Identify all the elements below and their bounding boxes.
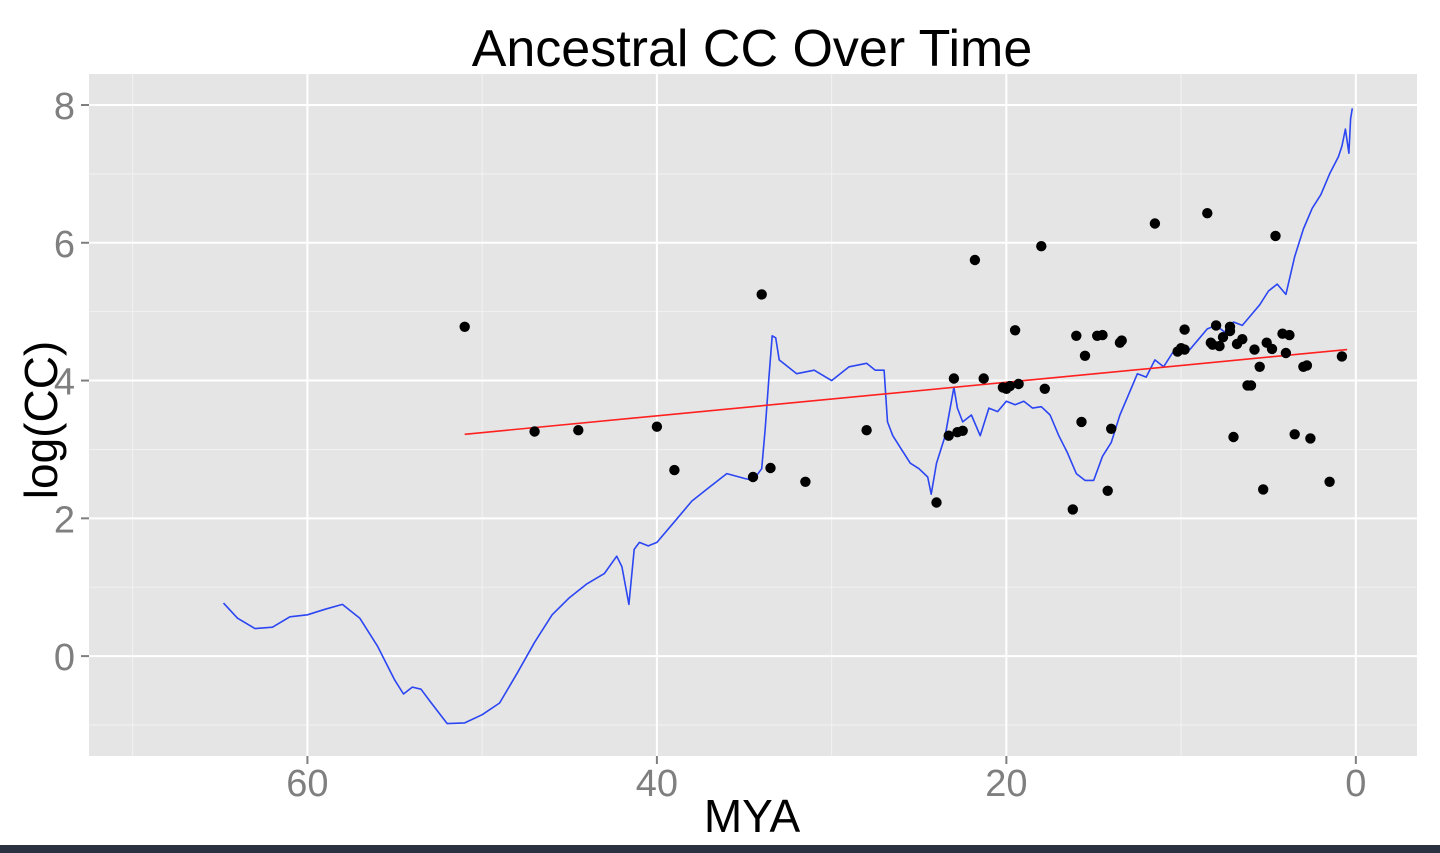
data-point — [747, 471, 759, 483]
data-point — [1224, 321, 1236, 332]
data-point — [1266, 343, 1278, 355]
data-point — [756, 289, 767, 300]
x-axis-label: MYA — [704, 790, 801, 842]
window-bottom-edge — [0, 845, 1440, 853]
data-point — [1324, 476, 1335, 487]
plot-background — [89, 74, 1417, 756]
data-point — [800, 476, 811, 487]
x-tick-label: 40 — [636, 763, 678, 805]
data-point — [1039, 383, 1051, 394]
y-tick-label: 4 — [54, 362, 75, 404]
data-point — [969, 254, 981, 266]
data-point — [1036, 241, 1047, 252]
x-axis-ticks: 60 40 20 0 — [286, 756, 1366, 805]
data-point — [1102, 485, 1113, 496]
data-point — [529, 426, 540, 437]
data-point — [1270, 230, 1281, 242]
x-tick-label: 60 — [286, 763, 328, 805]
data-point — [765, 462, 776, 474]
data-point — [948, 373, 960, 384]
series-layer — [222, 108, 1354, 725]
data-point — [669, 464, 680, 476]
y-tick-label: 2 — [54, 499, 75, 541]
data-point — [861, 425, 872, 436]
data-point — [1149, 218, 1161, 229]
x-tick-label: 20 — [985, 763, 1027, 805]
data-point — [1305, 433, 1316, 444]
y-axis-ticks: 0 2 4 6 8 — [54, 86, 89, 679]
data-point — [1009, 325, 1021, 336]
data-point — [1217, 332, 1229, 343]
data-point — [1237, 334, 1248, 345]
data-point — [1004, 380, 1016, 392]
data-point — [1202, 208, 1213, 219]
ancestral-cc-line — [222, 108, 1354, 725]
data-point — [943, 430, 954, 441]
y-tick-label: 8 — [54, 86, 75, 128]
chart-title: Ancestral CC Over Time — [472, 20, 1033, 78]
data-point — [1254, 361, 1265, 372]
data-point — [1249, 344, 1260, 355]
data-point — [1179, 324, 1190, 335]
data-point — [573, 425, 584, 436]
data-point — [459, 321, 470, 332]
y-axis-label: log(CC) — [15, 341, 67, 499]
data-point — [1076, 416, 1087, 428]
x-tick-label: 0 — [1345, 763, 1366, 805]
plot-panel — [89, 74, 1417, 756]
data-point — [1214, 340, 1225, 352]
data-point — [931, 497, 942, 508]
data-point — [1116, 335, 1127, 346]
data-point — [1245, 380, 1257, 391]
data-point — [1079, 350, 1091, 361]
data-point — [1067, 504, 1079, 515]
data-point — [1106, 423, 1117, 434]
data-point — [1289, 429, 1300, 440]
grid — [89, 74, 1417, 756]
data-point — [1210, 320, 1222, 331]
data-point — [1284, 329, 1295, 341]
data-point — [1097, 329, 1108, 341]
data-point — [1228, 431, 1239, 443]
data-point — [1258, 484, 1269, 495]
y-tick-label: 0 — [54, 637, 75, 679]
data-point — [1336, 351, 1348, 362]
data-point — [978, 373, 989, 384]
data-point — [957, 425, 968, 436]
data-point — [1071, 330, 1082, 341]
trend-line — [464, 348, 1348, 436]
data-point — [1179, 344, 1190, 355]
data-point — [1280, 347, 1292, 359]
data-point — [651, 421, 663, 432]
data-point — [1301, 360, 1313, 371]
y-tick-label: 6 — [54, 224, 75, 266]
data-point — [1013, 378, 1024, 390]
